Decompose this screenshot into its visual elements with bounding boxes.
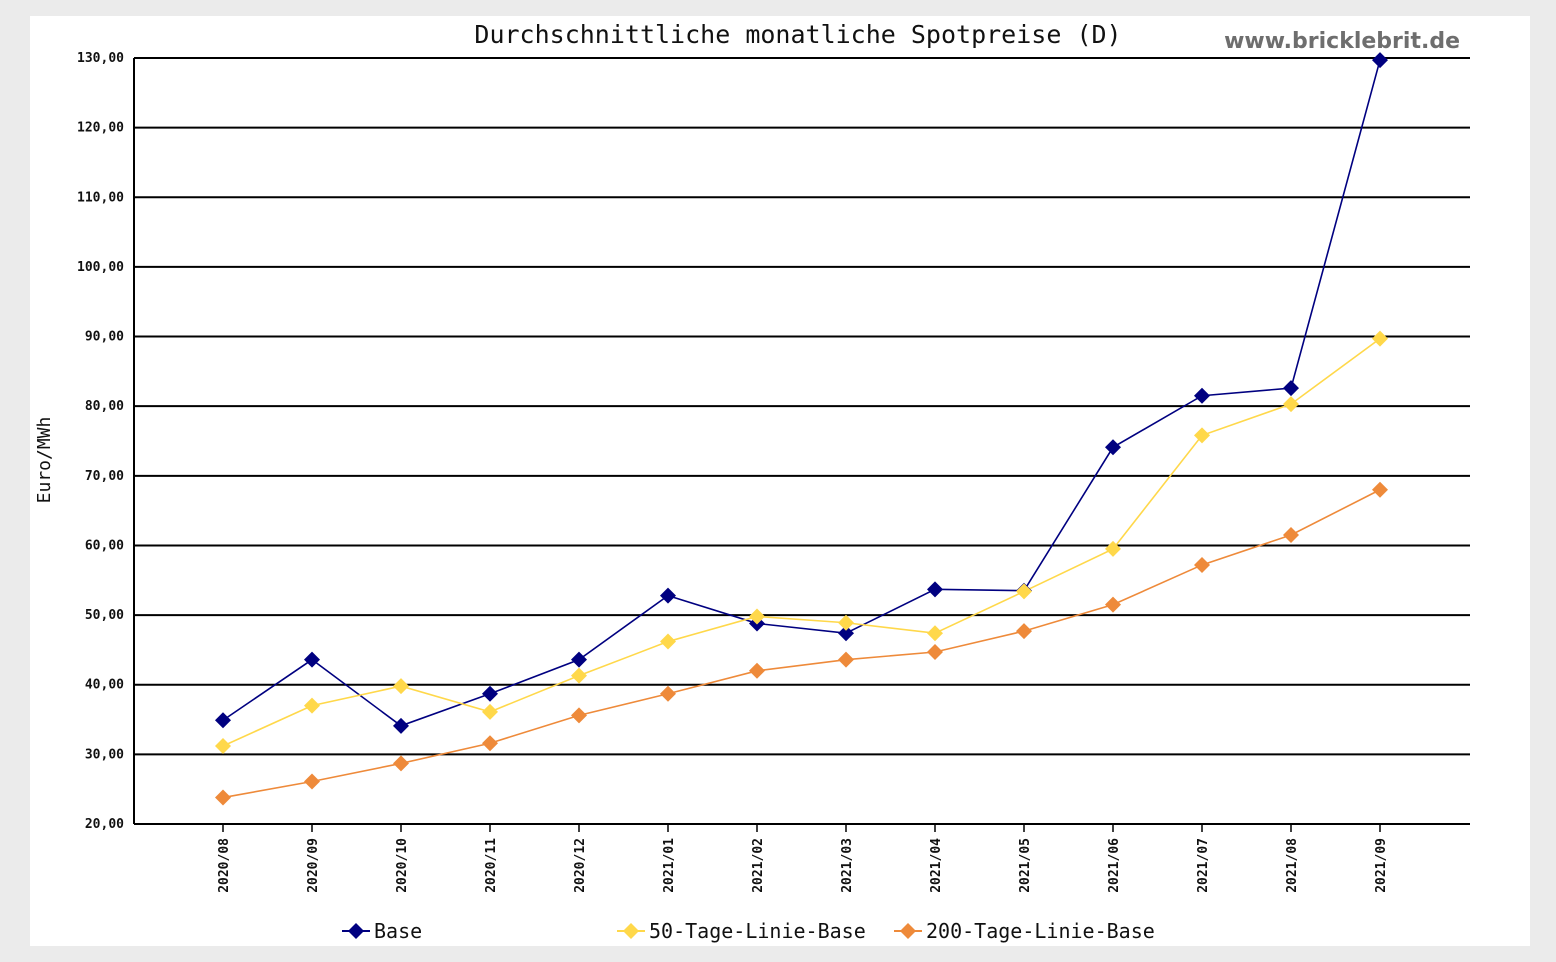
data-point bbox=[1372, 52, 1388, 69]
x-tick-label: 2020/12 bbox=[573, 838, 588, 893]
data-point bbox=[571, 651, 587, 668]
data-point bbox=[1372, 330, 1388, 347]
data-point bbox=[927, 643, 943, 660]
x-tick-label: 2020/08 bbox=[217, 838, 232, 893]
data-point bbox=[1016, 583, 1032, 600]
x-tick-label: 2020/10 bbox=[395, 838, 410, 893]
data-point bbox=[1016, 623, 1032, 640]
axis-layer: 130,00 120,00 110,00 100,00 90,00 80,00 70,00 6… bbox=[77, 51, 1389, 893]
data-point bbox=[927, 625, 943, 642]
y-tick-label: 20,00 bbox=[85, 817, 124, 832]
data-point bbox=[838, 614, 854, 631]
legend-label: 200-Tage-Linie-Base bbox=[926, 919, 1155, 943]
x-tick-label: 2021/05 bbox=[1018, 838, 1033, 893]
data-point bbox=[1194, 387, 1210, 404]
y-tick-label: 30,00 bbox=[85, 747, 124, 762]
y-axis-label: Euro/MWh bbox=[34, 417, 55, 504]
series-line bbox=[222, 489, 1381, 799]
chart-title: Durchschnittliche monatliche Spotpreise … bbox=[474, 20, 1121, 49]
data-point bbox=[749, 608, 765, 625]
data-point bbox=[1283, 396, 1299, 413]
y-tick-label: 120,00 bbox=[77, 121, 124, 136]
x-tick-label: 2021/02 bbox=[751, 838, 766, 893]
x-tick-label: 2020/09 bbox=[306, 838, 321, 893]
data-point bbox=[1283, 527, 1299, 544]
data-point bbox=[482, 685, 498, 702]
data-point bbox=[304, 697, 320, 714]
x-tick-label: 2021/03 bbox=[840, 838, 855, 893]
data-point bbox=[927, 581, 943, 598]
legend-label: 50-Tage-Linie-Base bbox=[649, 919, 866, 943]
x-tick-label: 2021/08 bbox=[1285, 838, 1300, 893]
series-line bbox=[222, 59, 1381, 727]
data-point bbox=[482, 703, 498, 720]
data-point bbox=[215, 712, 231, 729]
x-tick-label: 2021/06 bbox=[1107, 838, 1122, 893]
y-tick-label: 40,00 bbox=[85, 678, 124, 693]
data-point bbox=[749, 662, 765, 679]
data-point bbox=[1105, 439, 1121, 456]
grid-layer bbox=[134, 57, 1470, 825]
data-point bbox=[660, 587, 676, 604]
data-point bbox=[1372, 481, 1388, 498]
series-layer bbox=[215, 52, 1388, 806]
data-point bbox=[1194, 556, 1210, 573]
y-tick-label: 70,00 bbox=[85, 469, 124, 484]
data-point bbox=[1105, 596, 1121, 613]
x-tick-label: 2021/09 bbox=[1374, 838, 1389, 893]
y-tick-label: 130,00 bbox=[77, 51, 124, 66]
legend-marker bbox=[900, 923, 916, 939]
data-point bbox=[838, 625, 854, 642]
y-tick-label: 110,00 bbox=[77, 190, 124, 205]
data-point bbox=[215, 789, 231, 806]
data-point bbox=[660, 685, 676, 702]
y-tick-label: 100,00 bbox=[77, 260, 124, 275]
data-point bbox=[304, 651, 320, 668]
legend-label: Base bbox=[374, 919, 422, 943]
data-point bbox=[482, 735, 498, 752]
data-point bbox=[393, 717, 409, 734]
x-tick-label: 2021/04 bbox=[929, 838, 944, 893]
x-tick-label: 2021/01 bbox=[662, 838, 677, 893]
data-point bbox=[838, 651, 854, 668]
chart-panel: Durchschnittliche monatliche Spotpreise … bbox=[30, 16, 1530, 946]
data-point bbox=[1105, 540, 1121, 557]
data-point bbox=[393, 678, 409, 695]
line-chart: Durchschnittliche monatliche Spotpreise … bbox=[34, 20, 1470, 943]
data-point bbox=[660, 633, 676, 650]
y-tick-label: 80,00 bbox=[85, 399, 124, 414]
y-tick-label: 60,00 bbox=[85, 538, 124, 553]
data-point bbox=[215, 738, 231, 755]
watermark: www.bricklebrit.de bbox=[1224, 29, 1460, 54]
x-tick-label: 2021/07 bbox=[1196, 838, 1211, 893]
y-tick-label: 90,00 bbox=[85, 330, 124, 345]
x-tick-label: 2020/11 bbox=[484, 838, 499, 893]
legend-marker bbox=[348, 923, 364, 939]
legend-marker bbox=[623, 923, 639, 939]
data-point bbox=[571, 707, 587, 724]
y-tick-label: 50,00 bbox=[85, 608, 124, 623]
data-point bbox=[571, 667, 587, 684]
legend: Base 50-Tage-Linie-Base 200-Tage-Linie-Bas… bbox=[342, 919, 1155, 943]
data-point bbox=[393, 755, 409, 772]
data-point bbox=[1283, 380, 1299, 397]
data-point bbox=[1194, 427, 1210, 444]
series-line bbox=[222, 337, 1381, 747]
data-point bbox=[304, 773, 320, 790]
